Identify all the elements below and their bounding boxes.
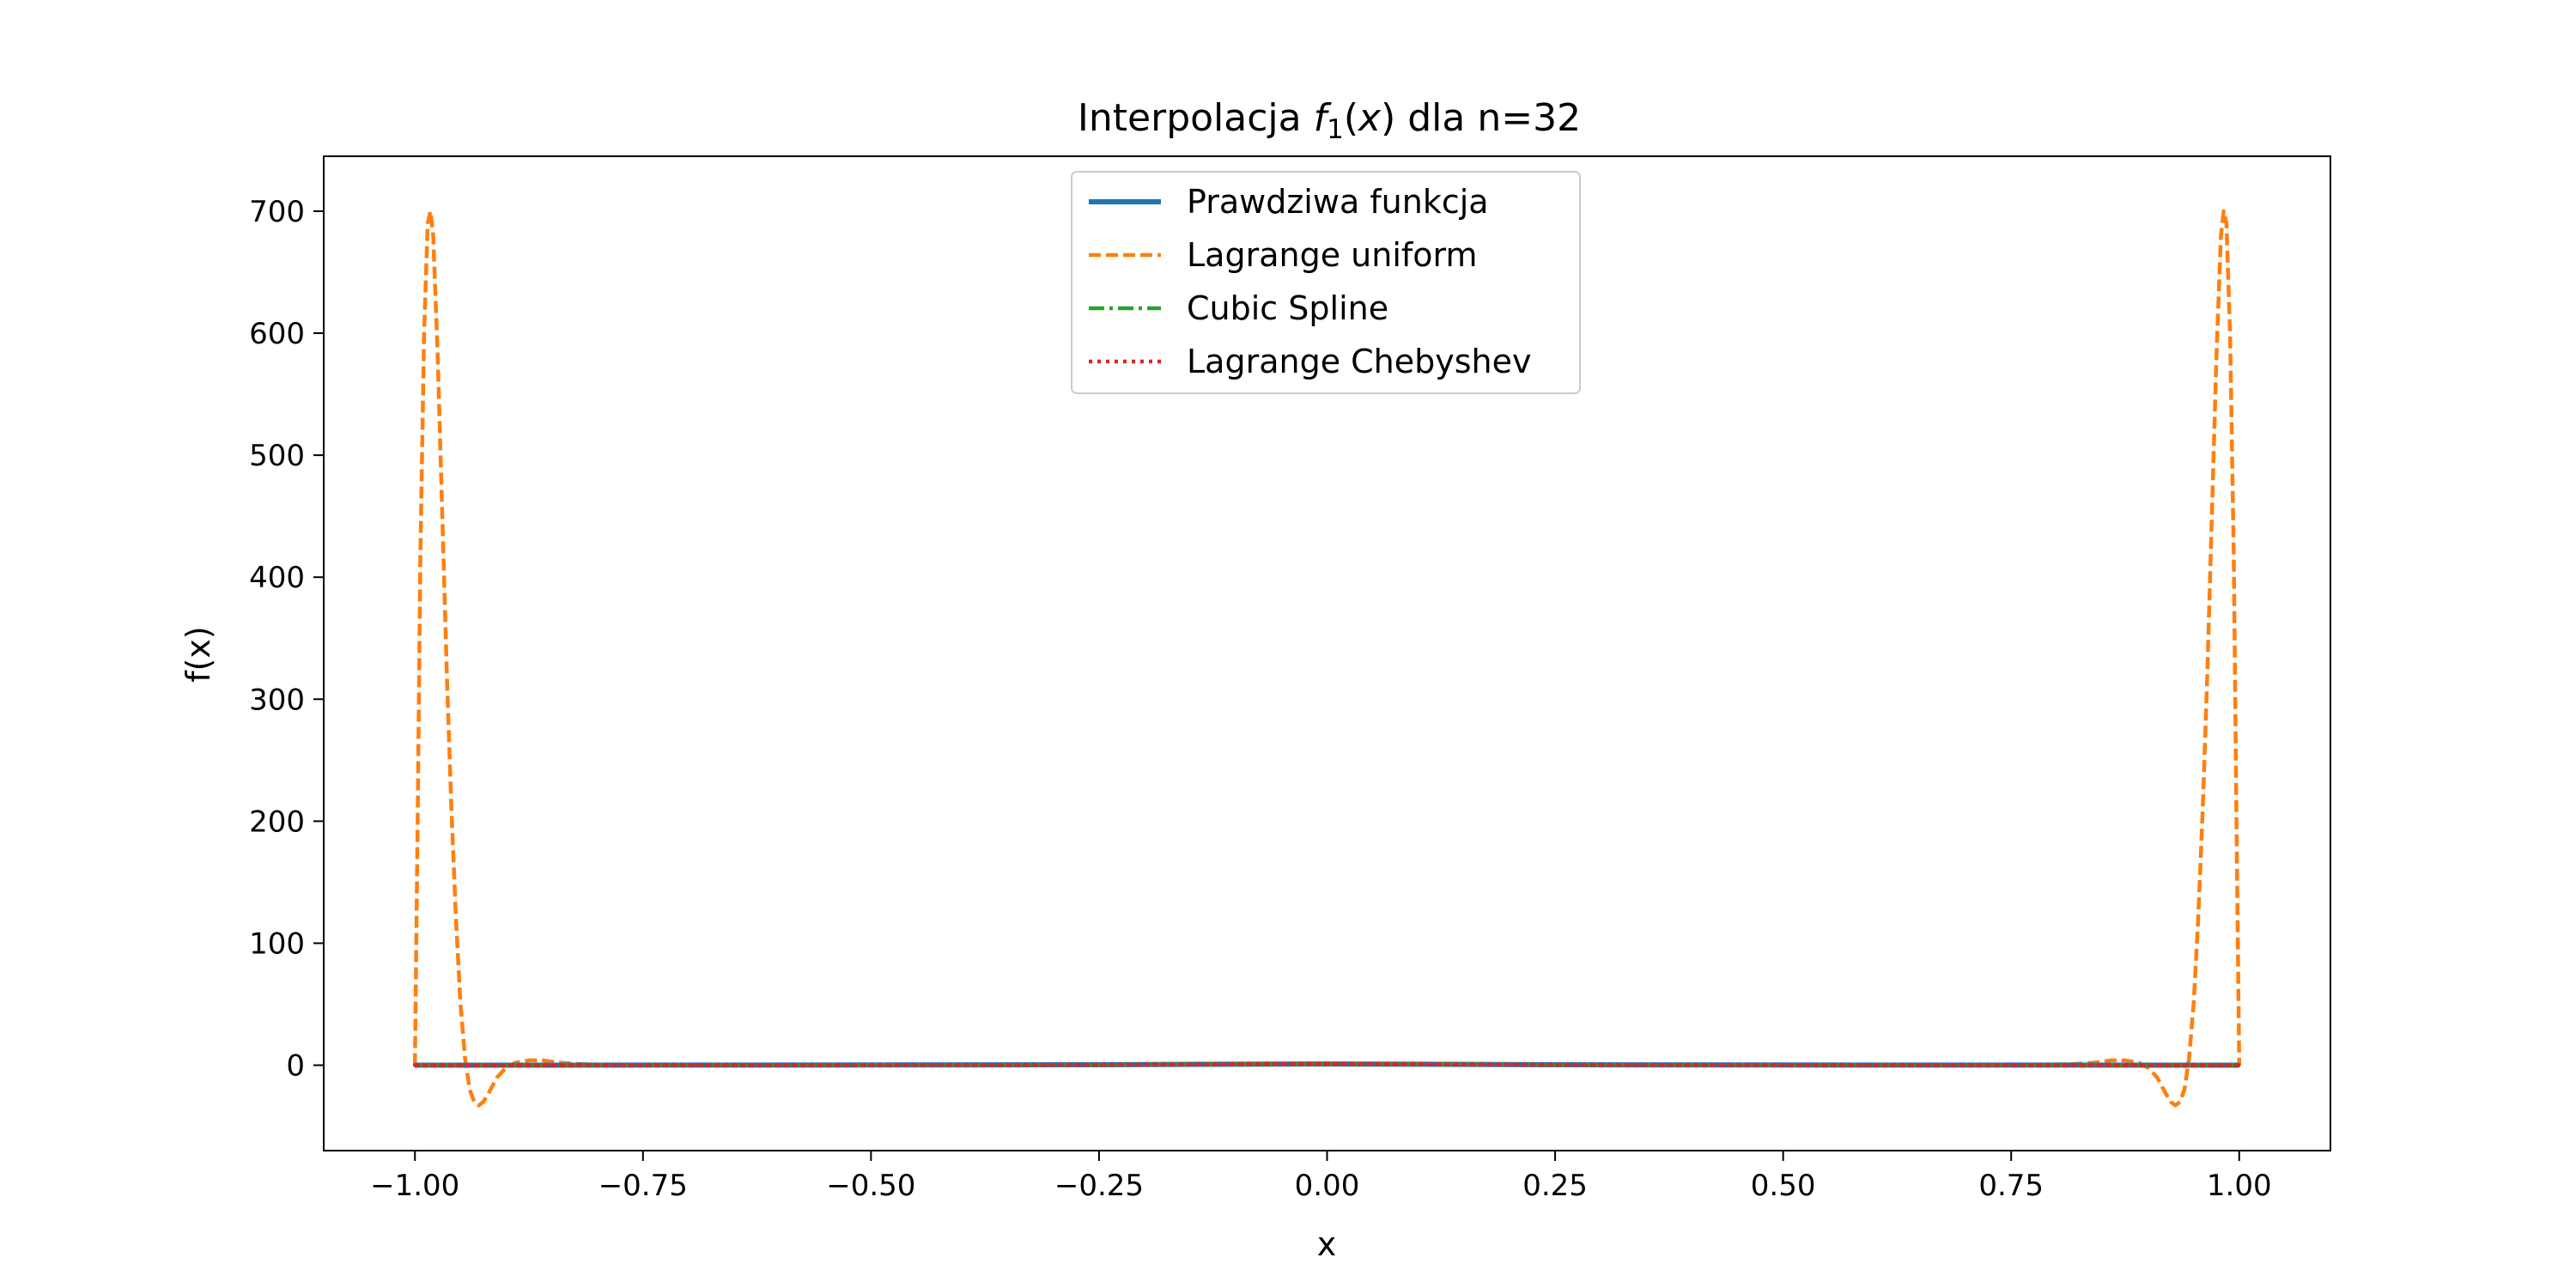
legend: Prawdziwa funkcja Lagrange uniform Cubic S… (1071, 171, 1581, 394)
y-tick-label: 500 (249, 439, 305, 473)
y-tick-label: 700 (249, 195, 305, 229)
chart-title: Interpolacja f1(x) dla n=32 (1078, 96, 1581, 145)
y-tick-label: 100 (249, 927, 305, 961)
y-tick-label: 400 (249, 561, 305, 595)
y-axis-label: f(x) (179, 626, 217, 683)
y-axis: 0 100 200 300 400 500 600 700 (249, 195, 324, 1084)
series-line-lagrange-chebyshev (412, 1061, 2242, 1067)
legend-label: Lagrange Chebyshev (1187, 343, 1532, 380)
y-tick-label: 0 (286, 1049, 305, 1084)
legend-label: Cubic Spline (1187, 289, 1388, 327)
x-tick-label: −0.75 (598, 1169, 688, 1203)
legend-label: Lagrange uniform (1187, 236, 1477, 274)
x-tick-label: 0.75 (1978, 1169, 2044, 1203)
x-tick-label: 0.25 (1522, 1169, 1588, 1203)
x-tick-label: 1.00 (2207, 1169, 2272, 1203)
legend-box (1071, 171, 1581, 394)
legend-label: Prawdziwa funkcja (1187, 183, 1489, 221)
x-tick-label: −1.00 (370, 1169, 459, 1203)
x-axis: −1.00 −0.75 −0.50 −0.25 0.00 0.25 0.50 0.75 1.00 (370, 1151, 2272, 1203)
y-tick-label: 300 (249, 683, 305, 717)
x-tick-label: −0.50 (826, 1169, 915, 1203)
x-axis-label: x (1317, 1225, 1337, 1263)
series-layer (412, 209, 2242, 1108)
x-tick-label: 0.50 (1751, 1169, 1816, 1203)
y-tick-label: 200 (249, 805, 305, 839)
y-tick-label: 600 (249, 317, 305, 351)
x-tick-label: −0.25 (1054, 1169, 1144, 1203)
x-tick-label: 0.00 (1295, 1169, 1360, 1203)
